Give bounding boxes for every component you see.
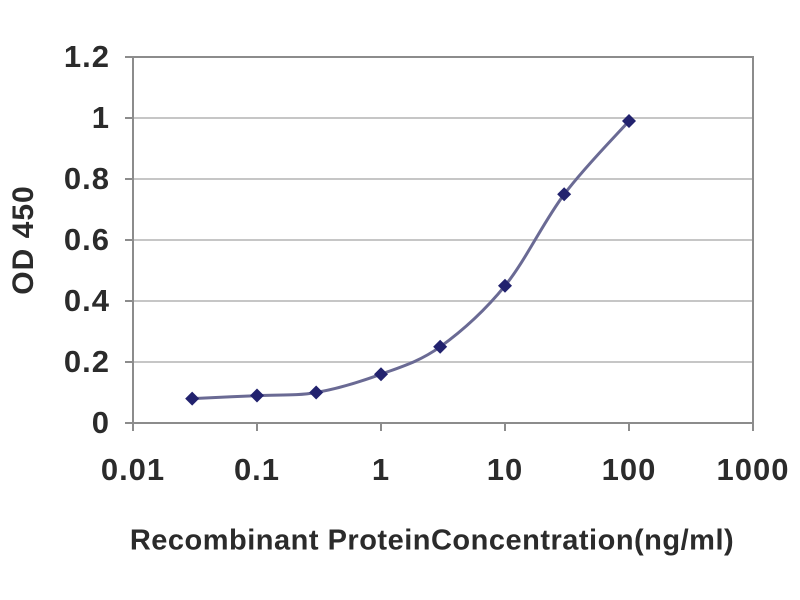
data-point-marker xyxy=(374,367,388,382)
y-tick-label-0.8: 0.8 xyxy=(63,161,110,196)
y-tick-label-1.2: 1.2 xyxy=(63,39,110,74)
x-tick-label-1: 1 xyxy=(371,452,391,487)
x-tick-label-10: 10 xyxy=(486,452,524,487)
y-tick-label-1: 1 xyxy=(91,100,110,135)
series-line xyxy=(192,120,631,401)
y-tick-label-0.4: 0.4 xyxy=(63,283,110,318)
data-point-marker xyxy=(309,385,324,400)
data-point-marker xyxy=(250,388,264,403)
data-point-marker xyxy=(557,187,572,202)
data-point-marker xyxy=(498,278,512,293)
data-point-marker xyxy=(185,391,200,406)
data-point-marker xyxy=(622,114,636,129)
x-tick-label-1000: 1000 xyxy=(716,452,790,487)
y-tick-label-0.2: 0.2 xyxy=(63,344,110,379)
data-point-marker xyxy=(433,339,448,354)
x-tick-label-0.1: 0.1 xyxy=(233,452,281,487)
x-axis-title: Recombinant ProteinConcentration(ng/ml) xyxy=(129,524,735,557)
y-tick-label-0: 0 xyxy=(91,405,110,440)
x-tick-label-0.01: 0.01 xyxy=(100,452,166,487)
y-tick-label-0.6: 0.6 xyxy=(63,222,110,257)
x-tick-label-100: 100 xyxy=(601,452,657,487)
